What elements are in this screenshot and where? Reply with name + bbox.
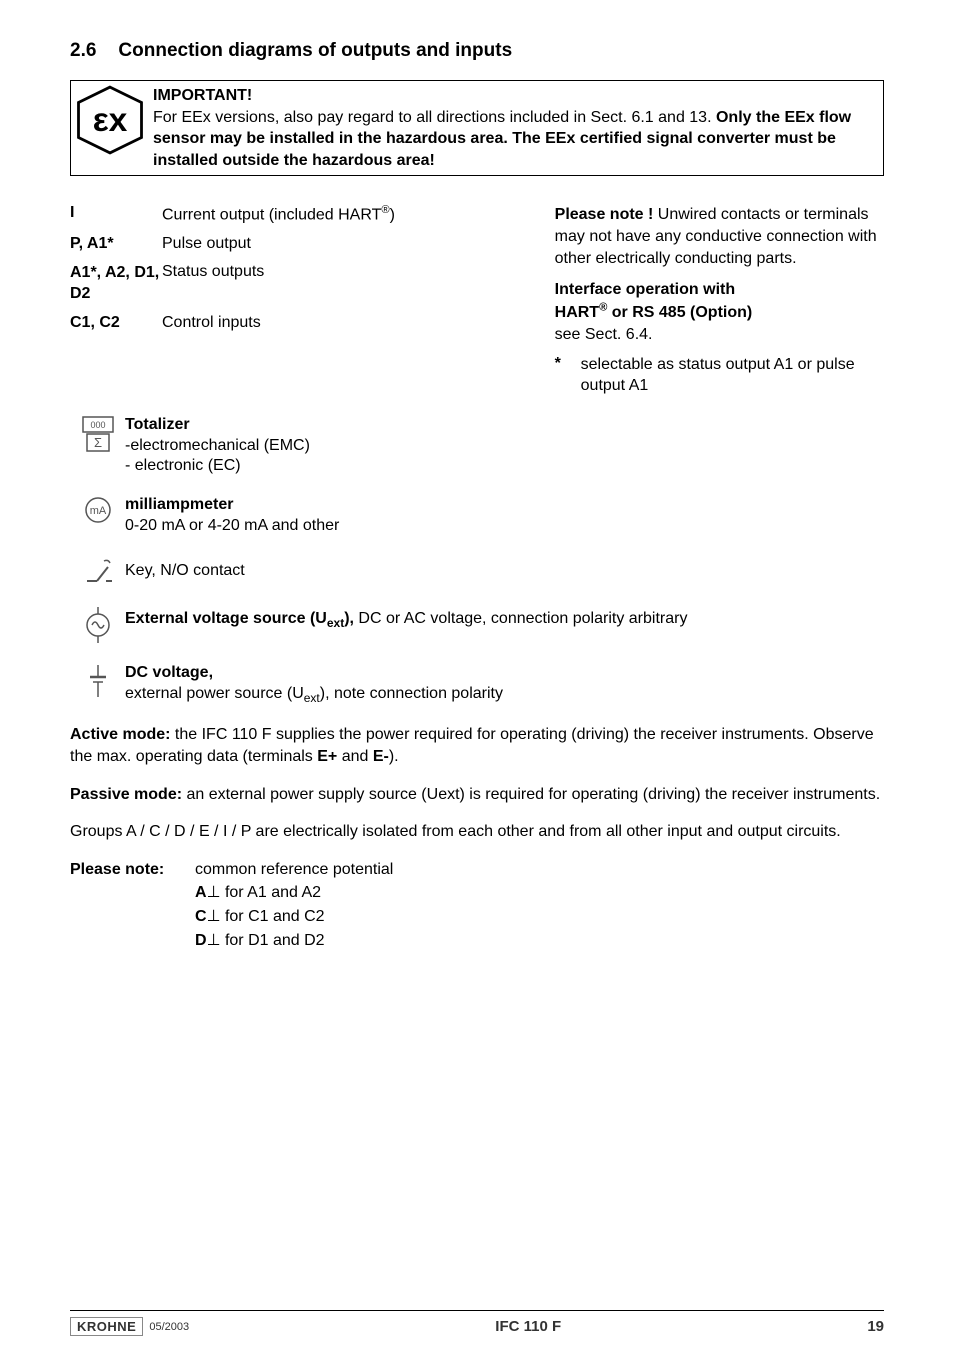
star-note: * selectable as status output A1 or puls… [555, 355, 884, 397]
definitions-area: I Current output (included HART®) P, A1*… [70, 204, 884, 396]
icon-row-dc: DC voltage, external power source (Uext)… [70, 663, 884, 707]
key-contact-icon [82, 555, 114, 587]
icon-row-key: Key, N/O contact [70, 555, 884, 587]
important-line1: For EEx versions, also pay regard to all… [153, 109, 712, 126]
totalizer-icon: 000 Σ [81, 415, 115, 453]
dc-voltage-icon [87, 663, 109, 699]
def-row-i: I Current output (included HART®) [70, 204, 515, 224]
footer-date: 05/2003 [149, 1321, 189, 1333]
def-key: P, A1* [70, 235, 162, 253]
def-key: C1, C2 [70, 314, 162, 332]
please-note-lines: common reference potential A⊥ for A1 and… [195, 859, 393, 953]
icon-row-ext-voltage: External voltage source (Uext), DC or AC… [70, 605, 884, 645]
icon-row-milliamp: mA milliampmeter 0-20 mA or 4-20 mA and … [70, 495, 884, 537]
def-key: A1*, A2, D1, D2 [70, 263, 162, 305]
pn-line: C⊥ for C1 and C2 [195, 906, 393, 928]
definitions-right: Please note ! Unwired contacts or termin… [555, 204, 884, 396]
key-label: Key, N/O contact [125, 555, 884, 582]
star-text: selectable as status output A1 or pulse … [581, 355, 884, 397]
def-row-a1: A1*, A2, D1, D2 Status outputs [70, 263, 515, 305]
svg-text:mA: mA [89, 505, 106, 517]
def-val: Status outputs [162, 263, 515, 305]
ext-voltage-label: External voltage source (Uext), DC or AC… [125, 605, 884, 632]
pn-line: common reference potential [195, 859, 393, 881]
dc-voltage-label: DC voltage, external power source (Uext)… [125, 663, 884, 707]
important-text: IMPORTANT! For EEx versions, also pay re… [153, 85, 879, 171]
please-note-block: Please note: common reference potential … [70, 859, 884, 953]
footer-page-number: 19 [867, 1318, 884, 1335]
def-val: Current output (included HART®) [162, 204, 515, 224]
please-note-label: Please note: [70, 859, 195, 953]
ex-hazard-icon: εx [75, 85, 145, 155]
active-mode-para: Active mode: the IFC 110 F supplies the … [70, 724, 884, 767]
groups-para: Groups A / C / D / E / I / P are electri… [70, 821, 884, 843]
unwired-note: Please note ! Unwired contacts or termin… [555, 204, 884, 269]
section-title-text: Connection diagrams of outputs and input… [118, 40, 512, 61]
passive-mode-para: Passive mode: an external power supply s… [70, 784, 884, 806]
ext-voltage-icon [83, 605, 113, 645]
icon-legend: 000 Σ Totalizer -electromechanical (EMC)… [70, 415, 884, 707]
section-heading: 2.6 Connection diagrams of outputs and in… [70, 40, 884, 62]
def-row-c1: C1, C2 Control inputs [70, 314, 515, 332]
pn-line: A⊥ for A1 and A2 [195, 882, 393, 904]
important-box: εx IMPORTANT! For EEx versions, also pay… [70, 80, 884, 176]
milliamp-label: milliampmeter 0-20 mA or 4-20 mA and oth… [125, 495, 884, 537]
interface-note: Interface operation with HART® or RS 485… [555, 279, 884, 345]
star-mark: * [555, 355, 581, 397]
icon-row-totalizer: 000 Σ Totalizer -electromechanical (EMC)… [70, 415, 884, 477]
svg-text:000: 000 [90, 420, 105, 430]
section-number: 2.6 [70, 40, 96, 62]
pn-line: D⊥ for D1 and D2 [195, 930, 393, 952]
brand-logo: KROHNE [70, 1317, 143, 1336]
svg-text:εx: εx [93, 102, 128, 139]
svg-text:Σ: Σ [93, 435, 101, 450]
def-val: Control inputs [162, 314, 515, 332]
def-key: I [70, 204, 162, 224]
def-val: Pulse output [162, 235, 515, 253]
totalizer-label: Totalizer -electromechanical (EMC) - ele… [125, 415, 884, 477]
page-footer: KROHNE 05/2003 IFC 110 F 19 [70, 1310, 884, 1336]
footer-doc-id: IFC 110 F [189, 1318, 867, 1335]
definitions-left: I Current output (included HART®) P, A1*… [70, 204, 515, 396]
def-row-p: P, A1* Pulse output [70, 235, 515, 253]
milliampmeter-icon: mA [83, 495, 113, 525]
important-heading: IMPORTANT! [153, 87, 252, 104]
